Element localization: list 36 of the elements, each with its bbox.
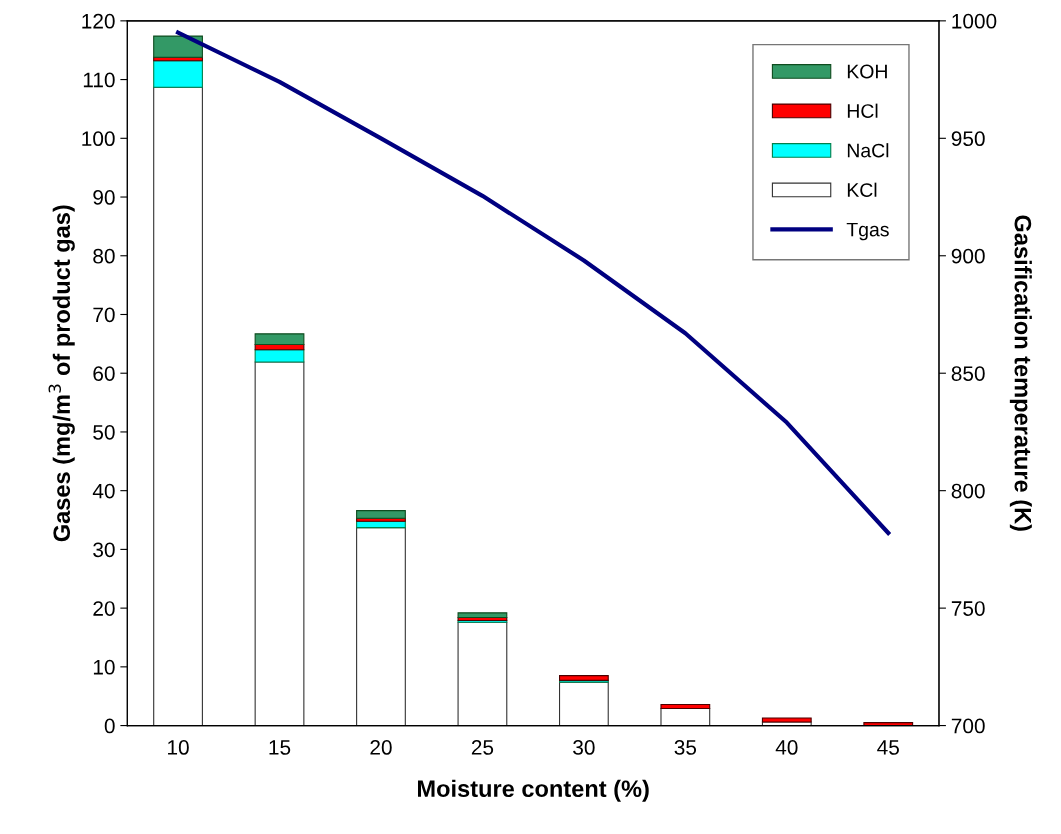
y-tick-label: 30	[93, 542, 115, 558]
y-tick-label: 120	[82, 13, 115, 29]
y-tick-label: 80	[93, 248, 115, 264]
y-axis-title: Gases (mg/m$^{3}$ of product gas)	[48, 205, 75, 542]
y-tick-label: 10	[93, 659, 115, 675]
x-tick-label: 20	[370, 740, 392, 755]
y2-tick-label: 850	[951, 366, 985, 381]
legend-label: HCl	[847, 103, 878, 118]
x-tick-label: 25	[471, 740, 494, 755]
y2-tick-label: 800	[951, 483, 985, 499]
y-tick-label: 60	[93, 366, 115, 381]
y2-tick-label: 950	[951, 131, 985, 147]
y2-tick-label: 700	[951, 718, 985, 734]
y2-axis-title: Gasification temperature (K)	[1009, 215, 1032, 531]
x-tick-label: 45	[877, 740, 899, 755]
y-tick-label: 50	[93, 424, 115, 440]
x-tick-label: 15	[269, 740, 291, 755]
x-tick-label: 35	[674, 740, 697, 755]
y2-tick-label: 1000	[952, 13, 997, 29]
y-tick-label: 90	[93, 190, 115, 205]
legend-label: Tgas	[846, 222, 889, 241]
y-tick-label: 40	[92, 483, 115, 499]
x-axis-title: Moisture content (%)	[418, 779, 649, 802]
x-tick-label: 10	[168, 740, 189, 755]
y-tick-label: 20	[93, 601, 115, 616]
y-tick-label: 0	[104, 718, 115, 734]
y-tick-label: 110	[83, 72, 115, 88]
legend-label: KOH	[847, 64, 887, 79]
y-tick-label: 70	[93, 307, 115, 323]
y2-tick-label: 750	[951, 601, 985, 616]
legend-label: NaCl	[847, 143, 889, 158]
x-tick-label: 40	[775, 740, 798, 755]
legend-label: KCl	[847, 182, 877, 197]
y2-tick-label: 900	[951, 248, 985, 264]
x-tick-label: 30	[573, 740, 595, 755]
y-tick-label: 100	[82, 131, 115, 147]
